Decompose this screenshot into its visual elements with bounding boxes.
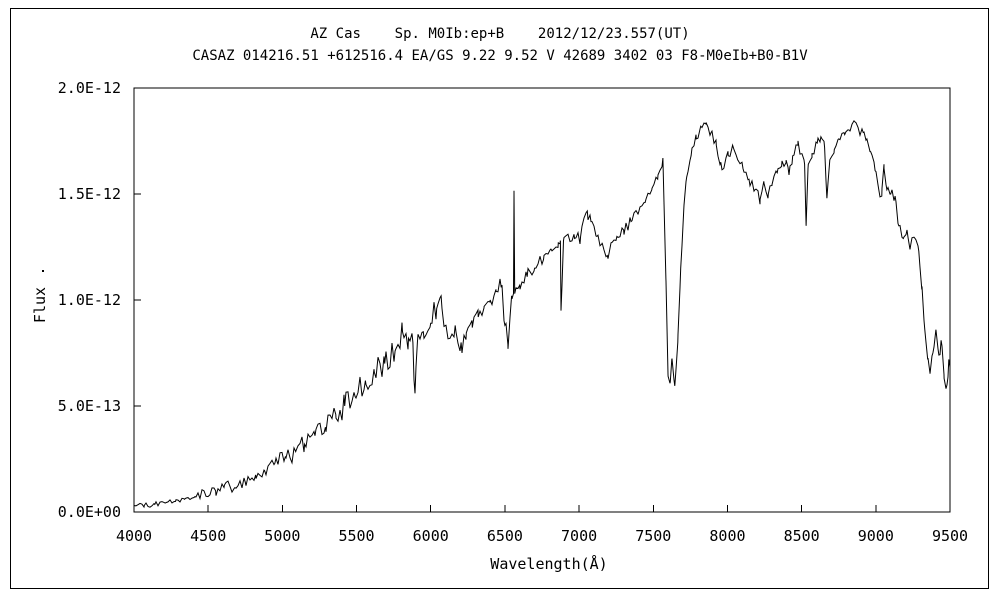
x-tick-label: 6000 [413, 527, 449, 545]
x-tick-label: 4000 [116, 527, 152, 545]
flux-axis-dot [42, 270, 44, 272]
y-tick-label: 2.0E-12 [58, 79, 121, 97]
x-tick-label: 5500 [338, 527, 374, 545]
x-axis-label: Wavelength(Å) [490, 555, 608, 573]
y-tick-label: 1.0E-12 [58, 291, 121, 309]
plot-frame [133, 87, 951, 513]
x-tick-label: 7000 [561, 527, 597, 545]
x-tick-label: 8500 [784, 527, 820, 545]
window-frame [10, 8, 989, 589]
x-tick-label: 4500 [190, 527, 226, 545]
x-tick-label: 5000 [264, 527, 300, 545]
spectrum-line [133, 119, 951, 509]
x-tick-label: 7500 [635, 527, 671, 545]
chart-subtitle: CASAZ 014216.51 +612516.4 EA/GS 9.22 9.5… [192, 48, 808, 64]
x-tick-label: 8000 [709, 527, 745, 545]
x-tick-label: 9000 [858, 527, 894, 545]
y-tick-label: 1.5E-12 [58, 185, 121, 203]
y-tick-label: 0.0E+00 [58, 503, 121, 521]
y-tick-label: 5.0E-13 [58, 397, 121, 415]
x-tick-label: 9500 [932, 527, 968, 545]
x-tick-label: 6500 [487, 527, 523, 545]
chart-title: AZ Cas Sp. M0Ib:ep+B 2012/12/23.557(UT) [310, 26, 690, 42]
